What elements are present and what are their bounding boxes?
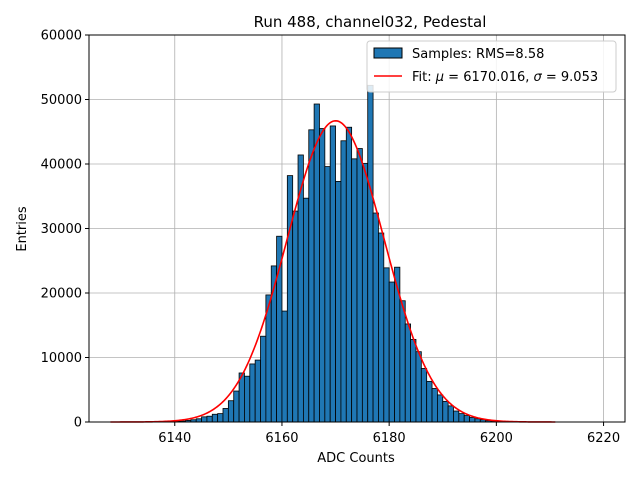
x-axis-label: ADC Counts [317,451,395,466]
histogram-bar [313,103,320,423]
histogram-bar [367,84,374,423]
legend-histogram-swatch [373,47,403,59]
histogram-bar [222,408,229,423]
legend-box [366,40,617,93]
histogram-bar [345,126,353,423]
histogram-bar [281,310,288,423]
legend: Samples: RMS=8.58 Fit: μ = 6170.016, σ =… [366,40,617,93]
histogram-bar [217,413,224,423]
legend-histogram-label: Samples: RMS=8.58 [412,47,544,62]
histogram-bar [329,125,336,423]
histogram-bar [436,394,444,423]
x-tick-label: 6140 [158,431,191,446]
histogram-bar [201,416,208,423]
histogram-bar [249,363,256,423]
histogram-bar [410,339,417,423]
y-tick-label: 40000 [41,158,82,173]
histogram-bar [356,148,363,423]
histogram-bar [453,410,460,423]
legend-fit-mu-value: = 6170.016, [444,70,533,85]
legend-fit-sigma-symbol: σ [534,70,543,85]
legend-fit-label: Fit: μ = 6170.016, σ = 9.053 [412,70,598,85]
histogram-bar [308,129,315,423]
histogram-bar [399,300,406,423]
histogram-bar [426,380,433,423]
x-tick-label: 6160 [265,431,298,446]
legend-fit-sigma-value: = 9.053 [542,70,598,85]
x-tick-label: 6180 [373,431,406,446]
x-ticks: 6140 6160 6180 6200 6220 [158,422,620,446]
histogram-bar [458,413,465,423]
histogram-bar [211,413,219,423]
histogram-bar [394,266,401,423]
x-tick-label: 6220 [587,431,620,446]
histogram-bar [351,158,358,423]
histogram-bar [447,405,454,423]
legend-fit-mu-symbol: μ [435,70,444,85]
histogram-bar [442,400,449,423]
y-tick-label: 0 [74,416,82,431]
histogram-bar [319,128,326,423]
histogram-bar [286,175,294,423]
histogram-bar [388,281,395,423]
histogram-bar [415,351,422,423]
y-tick-label: 30000 [41,222,82,237]
histogram-bar [469,417,476,423]
y-tick-label: 20000 [41,287,82,302]
x-tick-label: 6200 [480,431,513,446]
histogram-bar [292,210,299,423]
histogram-bar [431,388,438,423]
histogram-bar [254,359,261,423]
histogram-bar [227,400,235,423]
histogram-bar [260,335,267,423]
legend-fit-prefix: Fit: [412,70,436,85]
histogram-bar [383,267,390,423]
fit-curve [110,119,556,423]
y-tick-label: 10000 [41,351,82,366]
y-ticks: 0 10000 20000 30000 40000 50000 60000 [41,29,89,431]
histogram-bar [372,212,379,423]
histogram-bar [244,375,251,423]
histogram-bar [361,162,369,423]
histogram-bar [206,415,213,423]
histogram-bar [420,368,428,423]
histogram-bar [404,323,411,423]
histogram-bar [340,140,347,423]
histogram-bars [174,84,497,423]
chart-title: Run 488, channel032, Pedestal [254,13,487,31]
histogram-bar [378,232,385,423]
y-axis-label: Entries [15,206,30,252]
histogram-bar [324,166,331,423]
y-tick-label: 50000 [41,93,82,108]
histogram-bar [335,181,342,423]
histogram-bar [233,390,240,423]
histogram-bar [302,197,310,423]
histogram-bar [463,415,470,423]
y-tick-label: 60000 [41,29,82,44]
